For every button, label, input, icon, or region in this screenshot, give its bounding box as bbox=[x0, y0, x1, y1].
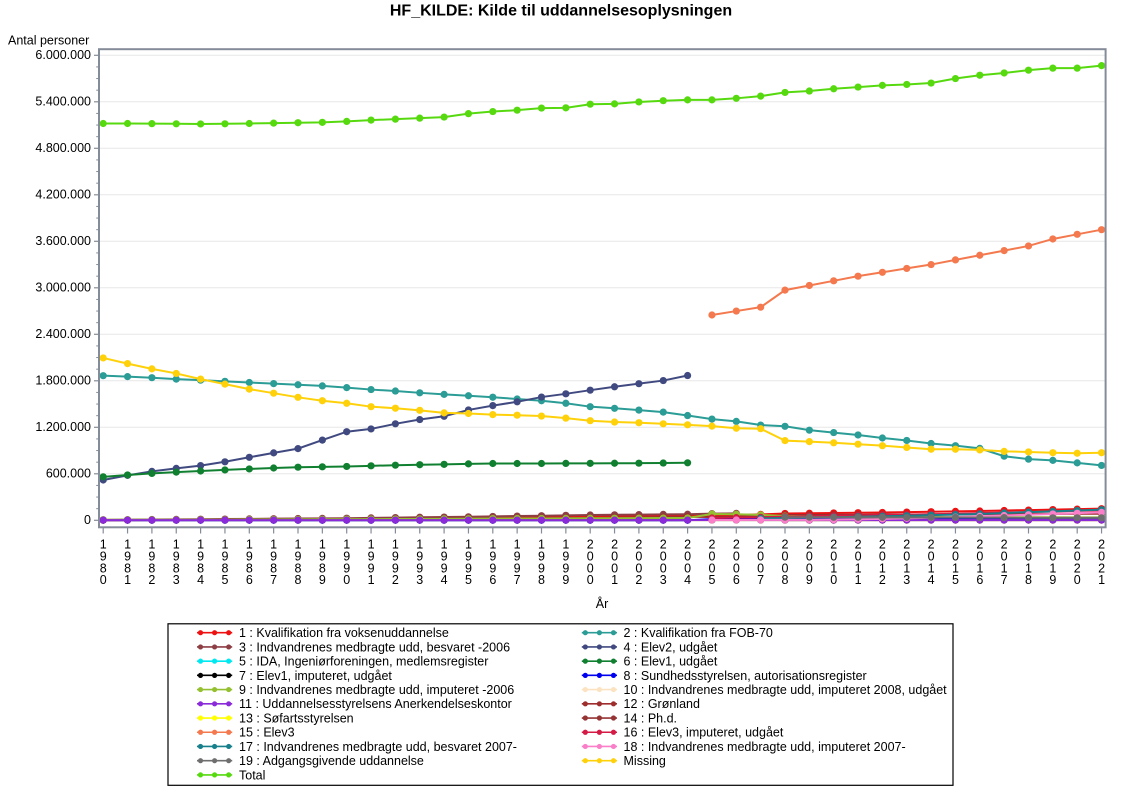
svg-text:14 : Ph.d.: 14 : Ph.d. bbox=[624, 711, 678, 725]
svg-text:15 : Elev3: 15 : Elev3 bbox=[239, 726, 295, 740]
svg-text:2 : Kvalifikation fra FOB-70: 2 : Kvalifikation fra FOB-70 bbox=[624, 626, 773, 640]
svg-text:10 : Indvandrenes medbragte ud: 10 : Indvandrenes medbragte udd, imputer… bbox=[624, 683, 948, 697]
svg-text:5.400.000: 5.400.000 bbox=[35, 95, 91, 109]
svg-text:4.800.000: 4.800.000 bbox=[35, 141, 91, 155]
svg-text:1 : Kvalifikation fra voksenud: 1 : Kvalifikation fra voksenuddannelse bbox=[239, 626, 449, 640]
svg-text:16 : Elev3, imputeret, udgået: 16 : Elev3, imputeret, udgået bbox=[624, 726, 784, 740]
svg-text:8 : Sundhedsstyrelsen, autoris: 8 : Sundhedsstyrelsen, autorisationsregi… bbox=[624, 669, 867, 683]
svg-text:18 : Indvandrenes medbragte ud: 18 : Indvandrenes medbragte udd, imputer… bbox=[624, 740, 906, 754]
svg-text:13 : Søfartsstyrelsen: 13 : Søfartsstyrelsen bbox=[239, 711, 354, 725]
svg-text:7 : Elev1, imputeret, udgået: 7 : Elev1, imputeret, udgået bbox=[239, 669, 392, 683]
svg-text:2008: 2008 bbox=[782, 538, 789, 588]
svg-text:600.000: 600.000 bbox=[46, 467, 91, 481]
svg-text:4.200.000: 4.200.000 bbox=[35, 188, 91, 202]
svg-text:3.600.000: 3.600.000 bbox=[35, 234, 91, 248]
svg-text:Total: Total bbox=[239, 768, 265, 782]
svg-text:Antal personer: Antal personer bbox=[8, 34, 89, 48]
svg-text:17 : Indvandrenes medbragte ud: 17 : Indvandrenes medbragte udd, besvare… bbox=[239, 740, 517, 754]
svg-text:5 : IDA, Ingeniørforeningen, m: 5 : IDA, Ingeniørforeningen, medlemsregi… bbox=[239, 655, 488, 669]
svg-text:Missing: Missing bbox=[624, 754, 666, 768]
svg-text:4 : Elev2, udgået: 4 : Elev2, udgået bbox=[624, 640, 718, 654]
svg-text:6 : Elev1, udgået: 6 : Elev1, udgået bbox=[624, 655, 718, 669]
svg-text:6.000.000: 6.000.000 bbox=[35, 48, 91, 62]
svg-text:2007: 2007 bbox=[757, 538, 764, 588]
svg-text:2.400.000: 2.400.000 bbox=[35, 327, 91, 341]
svg-text:3.000.000: 3.000.000 bbox=[35, 281, 91, 295]
svg-text:HF_KILDE: Kilde til uddannelse: HF_KILDE: Kilde til uddannelsesoplysning… bbox=[390, 3, 732, 20]
svg-text:År: År bbox=[596, 596, 609, 611]
svg-text:1.800.000: 1.800.000 bbox=[35, 374, 91, 388]
svg-text:0: 0 bbox=[84, 513, 91, 527]
svg-text:2006: 2006 bbox=[733, 538, 740, 588]
svg-text:19 : Adgangsgivende uddannelse: 19 : Adgangsgivende uddannelse bbox=[239, 754, 424, 768]
svg-text:12 : Grønland: 12 : Grønland bbox=[624, 697, 700, 711]
svg-text:9 : Indvandrenes medbragte udd: 9 : Indvandrenes medbragte udd, imputere… bbox=[239, 683, 514, 697]
svg-text:11 : Uddannelsesstyrelsens Ane: 11 : Uddannelsesstyrelsens Anerkendelses… bbox=[239, 697, 512, 711]
svg-text:1.200.000: 1.200.000 bbox=[35, 420, 91, 434]
svg-text:3 : Indvandrenes medbragte udd: 3 : Indvandrenes medbragte udd, besvaret… bbox=[239, 640, 510, 654]
